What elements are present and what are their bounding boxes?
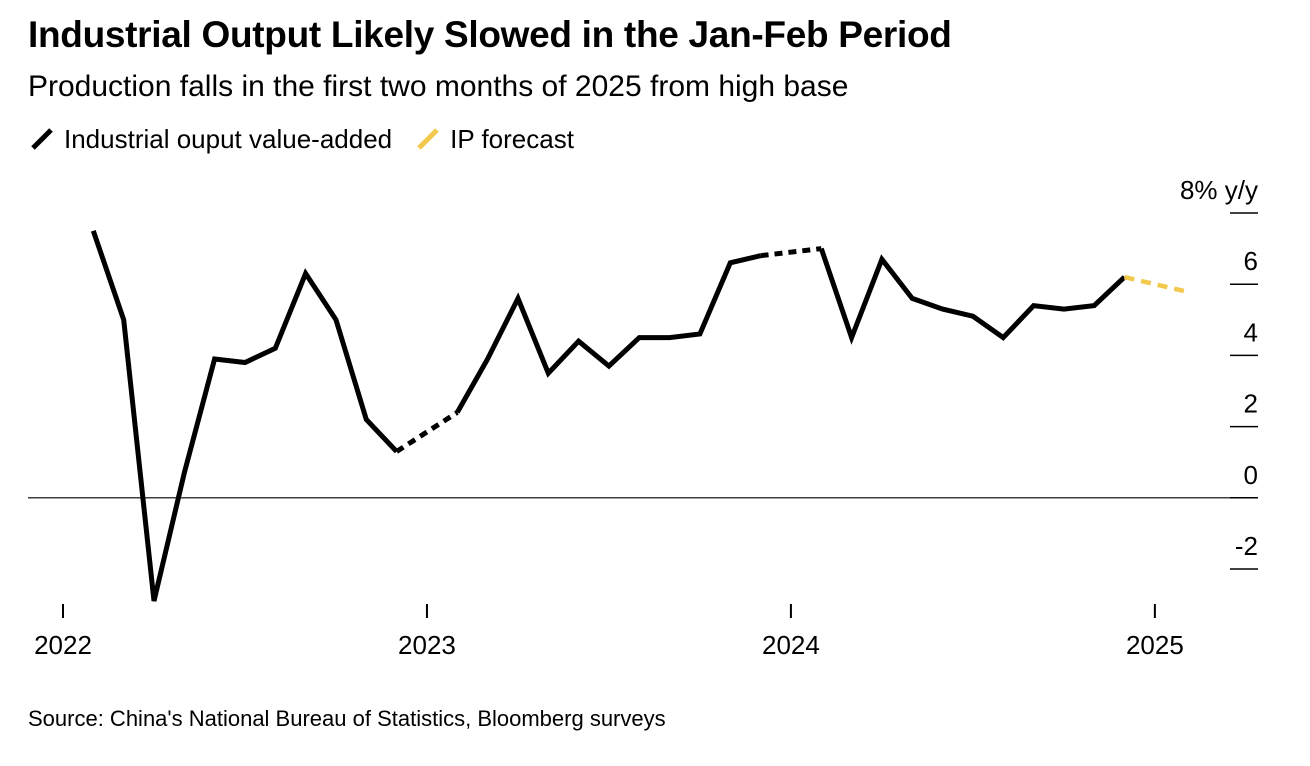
legend-swatch-actual bbox=[31, 128, 53, 150]
legend: Industrial ouput value-added IP forecast bbox=[28, 122, 596, 156]
series-ip-forecast bbox=[1123, 274, 1186, 294]
y-tick-label: 4 bbox=[1244, 317, 1258, 347]
legend-label-forecast: IP forecast bbox=[450, 123, 574, 154]
y-tick-label: -2 bbox=[1235, 531, 1258, 561]
y-tick-label: 8% y/y bbox=[1180, 175, 1258, 205]
x-tick-label: 2022 bbox=[34, 630, 92, 660]
y-tick-label: 0 bbox=[1244, 460, 1258, 490]
legend-swatch-forecast bbox=[417, 128, 439, 150]
series-industrial-output bbox=[760, 246, 822, 259]
y-tick-label: 6 bbox=[1244, 246, 1258, 276]
series-industrial-output bbox=[395, 410, 459, 454]
series-industrial-output bbox=[90, 229, 399, 602]
x-tick-label: 2025 bbox=[1126, 630, 1184, 660]
chart-title: Industrial Output Likely Slowed in the J… bbox=[28, 14, 952, 55]
legend-item-actual: Industrial ouput value-added bbox=[28, 124, 392, 155]
source-note: Source: China's National Bureau of Stati… bbox=[28, 706, 666, 731]
y-tick-label: 2 bbox=[1244, 389, 1258, 419]
chart-subtitle: Production falls in the first two months… bbox=[28, 70, 849, 103]
legend-label-actual: Industrial ouput value-added bbox=[64, 123, 393, 154]
legend-item-forecast: IP forecast bbox=[414, 124, 574, 155]
x-tick-label: 2023 bbox=[398, 630, 456, 660]
series-industrial-output bbox=[455, 253, 762, 414]
x-tick-label: 2024 bbox=[762, 630, 820, 660]
series-industrial-output bbox=[818, 247, 1127, 345]
